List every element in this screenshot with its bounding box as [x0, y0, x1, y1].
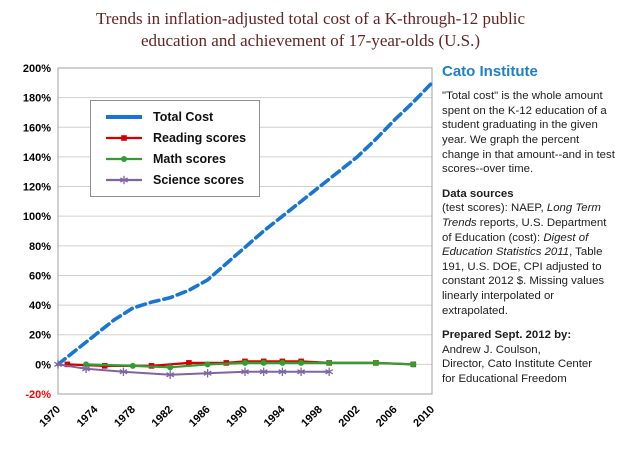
x-tick-label: 2010 [411, 404, 436, 430]
legend: Total Cost Reading scores Math scores Scien… [90, 100, 261, 197]
legend-item: Science scores [104, 173, 246, 187]
star-marker [120, 177, 128, 183]
legend-sample [106, 135, 142, 141]
legend-item: Reading scores [104, 131, 246, 145]
legend-label: Science scores [153, 173, 245, 187]
star-marker [54, 361, 62, 368]
legend-sample [106, 156, 142, 162]
legend-label: Reading scores [153, 131, 247, 145]
legend-sample [106, 115, 142, 119]
star-marker [166, 372, 175, 378]
plot-border [57, 67, 433, 395]
x-tick-label: 1970 [37, 404, 63, 430]
square-marker [64, 361, 71, 368]
square-marker [186, 360, 192, 366]
star-marker [259, 369, 268, 375]
x-tick-label: 1998 [299, 404, 325, 430]
source-text: , Table 191, U.S. DOE, CPI adjusted to c… [442, 246, 605, 317]
circle-marker [372, 359, 379, 366]
star-marker [278, 369, 287, 375]
circle-marker [410, 361, 417, 368]
prepared-by-line: Director, Cato Institute Center [442, 358, 593, 371]
x-tick-label: 1986 [187, 404, 213, 430]
circle-marker [298, 359, 305, 366]
y-tick-label: 120% [23, 182, 51, 194]
source-text: reports, U.S. Department of Education (c… [442, 216, 607, 244]
sidebar: Cato Institute "Total cost" is the whole… [442, 62, 616, 386]
circle-marker [121, 156, 127, 162]
legend-label: Math scores [153, 152, 226, 166]
x-tick-label: 1982 [150, 404, 176, 430]
x-tick-label: 1990 [224, 404, 250, 430]
y-tick-label: 80% [29, 241, 51, 253]
total-cost-description: "Total cost" is the whole amount spent o… [442, 90, 615, 176]
data-sources-label: Data sources [442, 187, 514, 200]
x-tick-label: 2006 [374, 404, 400, 430]
star-marker [325, 369, 334, 375]
series-science-scores [54, 360, 334, 379]
star-marker [82, 366, 91, 372]
y-tick-label: 0% [35, 359, 51, 371]
series-line [57, 363, 331, 376]
legend-sample [106, 175, 142, 185]
legend-item: Math scores [104, 152, 246, 166]
circle-marker [279, 359, 286, 366]
y-tick-label: 160% [23, 122, 51, 134]
y-tick-label: -20% [25, 389, 51, 401]
y-tick-label: 60% [29, 270, 51, 282]
circle-marker [129, 362, 136, 369]
circle-marker [83, 361, 90, 368]
circle-marker [260, 359, 267, 366]
circle-marker [242, 359, 248, 366]
prepared-by-text: Andrew J. Coulson, Director, Cato Institu… [442, 343, 616, 387]
y-tick-label: 20% [29, 330, 51, 342]
y-tick-label: 140% [23, 152, 51, 164]
chart-title-line2: education and achievement of 17-year-old… [140, 31, 481, 51]
star-marker [203, 370, 212, 376]
y-tick-label: 100% [23, 211, 51, 223]
star-marker [119, 369, 128, 375]
legend-label: Total Cost [153, 110, 214, 124]
series-math-scores [83, 359, 417, 371]
legend-item: Total Cost [104, 110, 246, 124]
source-text: (test scores): NAEP, [442, 202, 547, 215]
circle-marker [326, 359, 333, 366]
chart-title-line1: Trends in inflation-adjusted total cost … [95, 9, 526, 28]
circle-marker [204, 361, 211, 368]
chart-title: Trends in inflation-adjusted total cost … [0, 8, 621, 53]
x-tick-label: 2002 [337, 404, 363, 430]
source-title-italic: Digest of Education Statistics 2011 [442, 231, 589, 259]
series-line [56, 81, 434, 367]
source-title-italic: Long Term Trends [442, 202, 601, 229]
y-tick-label: 40% [29, 300, 51, 312]
data-sources-text: (test scores): NAEP, Long Term Trends re… [442, 201, 616, 318]
series-total-cost [56, 81, 434, 367]
prepared-by-line: Andrew J. Coulson, [442, 343, 541, 356]
star-marker [241, 369, 249, 375]
y-tick-label: 200% [23, 63, 51, 75]
x-tick-label: 1978 [112, 404, 138, 430]
x-tick-label: 1994 [262, 403, 288, 429]
cato-institute-heading: Cato Institute [442, 63, 538, 80]
prepared-by-line: for Educational Freedom [442, 372, 567, 385]
x-tick-label: 1974 [75, 403, 101, 429]
square-marker [121, 135, 127, 141]
star-marker [297, 369, 306, 375]
y-tick-label: 180% [23, 93, 51, 105]
circle-marker [167, 364, 174, 371]
prepared-by-label: Prepared Sept. 2012 by: [442, 329, 572, 342]
chart-area: -20% 0% 20% 40% 60% 80% 100% 120% 140% 160% 180% 20… [6, 58, 436, 456]
